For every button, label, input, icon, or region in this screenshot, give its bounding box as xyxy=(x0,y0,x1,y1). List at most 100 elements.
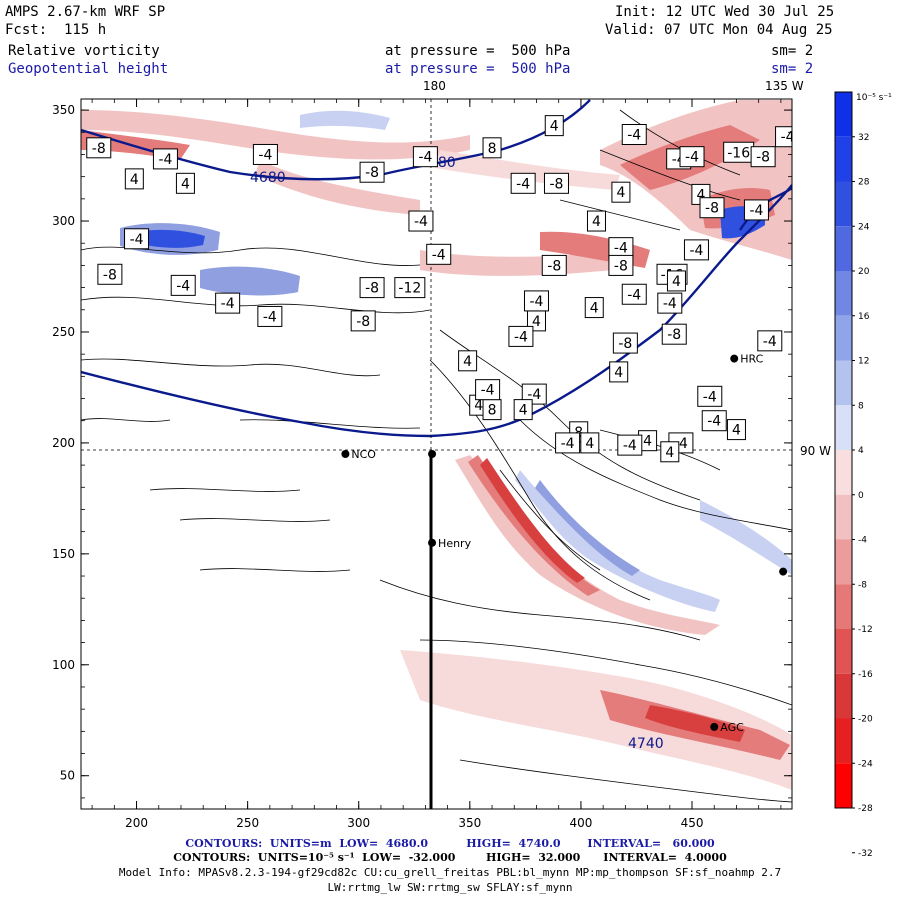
vorticity-contour-label: -8 xyxy=(97,263,123,285)
label-box xyxy=(86,137,112,159)
y-tick-label: 100 xyxy=(52,658,75,672)
label-value: 4 xyxy=(592,214,601,230)
label-value: -8 xyxy=(667,327,681,343)
vorticity-contour-label: -4 xyxy=(510,172,536,194)
colorbar-swatch xyxy=(835,450,852,495)
label-value: -8 xyxy=(756,150,770,166)
colorbar-swatch xyxy=(835,673,852,719)
x-tick-label: 450 xyxy=(681,816,704,830)
label-box xyxy=(612,332,638,354)
label-box xyxy=(170,274,196,296)
colorbar-swatch xyxy=(835,360,852,406)
station-label: HRC xyxy=(740,353,763,366)
lon-135w-label: 135 W xyxy=(765,79,804,93)
vorticity-contour-label: -8 xyxy=(541,254,567,276)
valid-time: Valid: 07 UTC Mon 04 Aug 25 xyxy=(605,22,833,38)
label-value: -4 xyxy=(707,414,721,430)
station-marker xyxy=(341,450,350,458)
x-tick-label: 350 xyxy=(458,816,481,830)
label-value: -4 xyxy=(158,152,172,168)
vort-band-neg xyxy=(535,480,640,576)
field2-level: at pressure = 500 hPa xyxy=(385,61,571,77)
label-value: 4 xyxy=(614,365,623,381)
label-value: 4 xyxy=(665,445,674,461)
y-axis: 350 300 250 200 150 100 50 xyxy=(52,103,792,799)
vorticity-contour-label: 4 xyxy=(584,297,604,319)
vorticity-contour-label: 4 xyxy=(124,168,144,190)
label-value: -8 xyxy=(547,258,561,274)
vorticity-contour-label: -16 xyxy=(723,141,755,163)
vorticity-contour-label: -4 xyxy=(257,305,283,327)
label-value: 4 xyxy=(130,172,139,188)
vorticity-contour-label: 8 xyxy=(482,137,502,159)
label-value: -4 xyxy=(627,128,641,144)
colorbar-label: -24 xyxy=(858,759,873,769)
x-tick-label: 250 xyxy=(236,816,259,830)
vort-band-neg xyxy=(300,110,390,130)
lon-180-label: 180 xyxy=(423,79,446,93)
colorbar-swatch xyxy=(835,584,852,629)
vort-band-neg xyxy=(515,470,720,612)
vort-band-pos xyxy=(255,160,420,215)
label-value: 4 xyxy=(474,398,483,414)
height-label: 4680 xyxy=(250,170,286,186)
colorbar-label: -8 xyxy=(858,580,867,590)
field1-level: at pressure = 500 hPa xyxy=(385,43,571,59)
colorbar-swatch xyxy=(835,539,852,585)
y-tick-label: 350 xyxy=(52,103,75,117)
label-value: -4 xyxy=(763,334,777,350)
colorbar-label: 4 xyxy=(858,446,864,456)
label-box xyxy=(609,361,629,383)
label-box xyxy=(412,146,438,168)
label-value: -8 xyxy=(92,141,106,157)
label-value: -4 xyxy=(703,389,717,405)
station-marker xyxy=(710,722,719,731)
label-value: 4 xyxy=(463,354,472,370)
vorticity-contour-label: -8 xyxy=(543,172,569,194)
label-value: -4 xyxy=(414,214,428,230)
label-box xyxy=(621,283,647,305)
vorticity-contour-label: 4 xyxy=(726,419,746,441)
label-box xyxy=(586,210,606,232)
vort-contours xyxy=(81,109,792,803)
vorticity-contour-label: -8 xyxy=(350,310,376,332)
height-label: 4740 xyxy=(628,736,664,752)
vort-band-neg xyxy=(200,266,300,296)
vorticity-contour-label: 4 xyxy=(609,361,629,383)
label-value: -8 xyxy=(365,165,379,181)
vort-band-pos xyxy=(400,650,792,790)
x-tick-label: 300 xyxy=(347,816,370,830)
label-box xyxy=(482,137,502,159)
label-value: -8 xyxy=(103,267,117,283)
lon-90w-label: 90 W xyxy=(800,444,831,458)
label-box xyxy=(124,168,144,190)
vorticity-contour-label: 4 xyxy=(175,172,195,194)
vorticity-contour-label: 4 xyxy=(666,270,686,292)
y-tick-label: 50 xyxy=(60,769,75,783)
vorticity-contour-label: -4 xyxy=(657,292,683,314)
label-value: -8 xyxy=(356,314,370,330)
label-value: -4 xyxy=(176,278,190,294)
label-box xyxy=(408,210,434,232)
footer-model-info: Model Info: MPASv8.2.3-194-gf29cd82c CU:… xyxy=(118,866,782,879)
label-box xyxy=(475,379,501,401)
label-value: -4 xyxy=(418,150,432,166)
vort-band-core xyxy=(480,458,585,583)
label-box xyxy=(252,143,278,165)
colorbar-label: 20 xyxy=(858,267,870,277)
label-box xyxy=(608,254,634,276)
label-value: -4 xyxy=(781,130,795,146)
station-label: NCO xyxy=(351,448,376,461)
label-box xyxy=(580,432,600,454)
vorticity-contour-label: -4 xyxy=(475,379,501,401)
label-value: -4 xyxy=(514,329,528,345)
label-box xyxy=(521,383,547,405)
colorbar-label: -20 xyxy=(858,715,873,725)
vorticity-contour-label: -4 xyxy=(523,290,549,312)
label-box xyxy=(697,385,723,407)
label-box xyxy=(359,277,385,299)
colorbar-swatch xyxy=(835,226,852,271)
vorticity-contour-label: -4 xyxy=(508,325,534,347)
vorticity-contour-label: 4 xyxy=(638,430,658,452)
label-value: 4 xyxy=(696,187,705,203)
